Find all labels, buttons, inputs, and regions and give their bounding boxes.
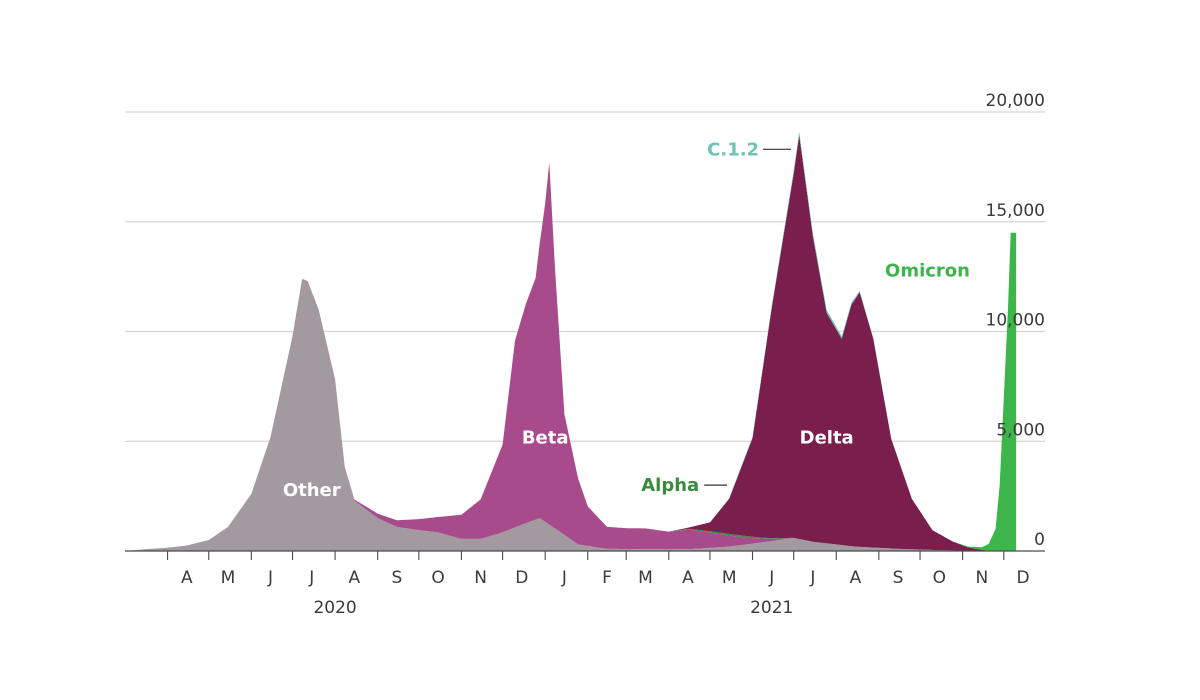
x-tick-label: M — [722, 568, 737, 588]
x-tick-label: J — [561, 568, 567, 588]
x-tick-label: M — [221, 568, 236, 588]
y-tick-label: 10,000 — [986, 311, 1045, 331]
y-tick-label: 5,000 — [996, 420, 1045, 440]
x-tick-label: M — [638, 568, 653, 588]
y-axis: 0 5,000 10,000 15,000 20,000 — [986, 91, 1045, 550]
x-tick-label: N — [474, 568, 487, 588]
x-tick-label: J — [809, 568, 815, 588]
area-beta — [125, 162, 1017, 551]
x-tick-label: D — [1016, 568, 1029, 588]
x-tick-label: O — [933, 568, 946, 588]
series-labels: Other Beta Delta Alpha C.1.2 Omicron — [283, 139, 970, 501]
label-beta: Beta — [522, 427, 569, 448]
x-axis: A M J J A S O N D J F M A M J J A S O N D 2020 2021 — [125, 550, 1045, 618]
label-c12: C.1.2 — [707, 139, 759, 160]
area-delta — [125, 135, 1017, 551]
y-tick-label: 0 — [1034, 530, 1045, 550]
x-tick-label: A — [850, 568, 862, 588]
x-tick-label: J — [768, 568, 774, 588]
year-label: 2020 — [313, 598, 356, 618]
x-tick-label: J — [267, 568, 273, 588]
x-tick-label: J — [308, 568, 314, 588]
y-tick-label: 20,000 — [986, 91, 1045, 111]
label-alpha: Alpha — [641, 475, 699, 496]
y-tick-label: 15,000 — [986, 201, 1045, 221]
x-tick-label: F — [602, 568, 612, 588]
series-areas — [125, 131, 1017, 552]
x-tick-label: S — [893, 568, 904, 588]
x-tick-label: S — [391, 568, 402, 588]
x-tick-label: A — [348, 568, 360, 588]
x-tick-label: N — [975, 568, 988, 588]
area-other — [125, 278, 1017, 551]
label-other: Other — [283, 480, 341, 501]
x-tick-label: A — [181, 568, 193, 588]
label-omicron: Omicron — [885, 261, 970, 282]
label-delta: Delta — [800, 427, 854, 448]
x-tick-label: D — [515, 568, 528, 588]
year-label: 2021 — [750, 598, 793, 618]
x-tick-label: O — [431, 568, 444, 588]
x-tick-label: A — [682, 568, 694, 588]
